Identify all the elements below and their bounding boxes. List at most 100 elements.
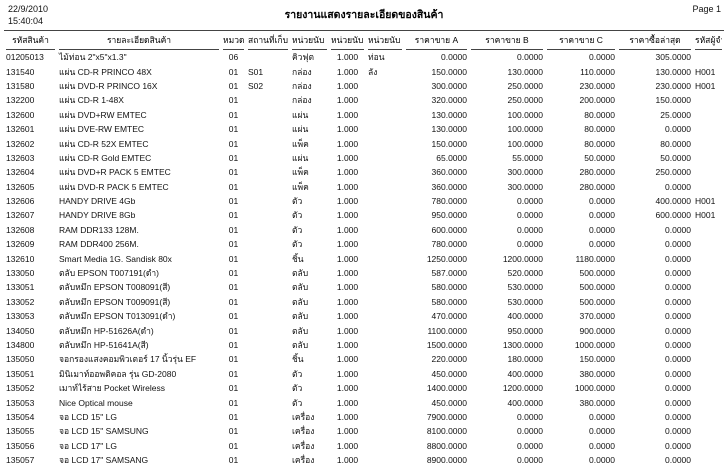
table-cell: 7900.0000 [426, 411, 467, 422]
table-cell: 1.000 [336, 296, 359, 307]
table-cell: 1.000 [336, 224, 359, 235]
table-cell: 01 [228, 325, 239, 336]
table-cell: ตัว [292, 383, 303, 394]
table-row: 132604 แผ่น DVD+R PACK 5 EMTEC 01 แพ็ค 1.000… [4, 165, 724, 179]
table-cell [366, 151, 404, 165]
table-cell: 300.0000 [431, 80, 467, 91]
table-cell: 135053 [6, 397, 35, 408]
table-cell [366, 453, 404, 467]
table-cell: 0.0000 [665, 239, 691, 250]
table-header: รหัสสินค้า รายละเอียดสินค้า หมวด สถานที่เก็… [4, 31, 724, 50]
table-cell: 01 [228, 124, 239, 135]
table-cell [693, 453, 724, 467]
table-cell: 1.000 [336, 282, 359, 293]
table-cell: 900.0000 [579, 325, 615, 336]
table-cell [693, 180, 724, 194]
table-cell: 0.0000 [589, 196, 615, 207]
table-cell [693, 395, 724, 409]
table-cell: 220.0000 [431, 354, 467, 365]
column-header: ราคาขาย B [469, 31, 545, 50]
table-cell [693, 352, 724, 366]
table-cell [246, 352, 290, 366]
table-cell [693, 439, 724, 453]
table-cell: 1.000 [336, 66, 359, 77]
table-cell: แผ่น DVD+R PACK 5 EMTEC [59, 167, 171, 178]
table-row: 135050 จอกรองแสงคอมพิวเตอร์ 17 นิ้วรุ่น E… [4, 352, 724, 366]
table-cell: 132604 [6, 167, 35, 178]
table-cell: 132607 [6, 210, 35, 221]
table-cell: ตัว [292, 210, 303, 221]
table-cell: 132602 [6, 138, 35, 149]
table-cell: 580.0000 [431, 296, 467, 307]
table-cell [246, 251, 290, 265]
table-cell: 400.0000 [655, 196, 691, 207]
table-cell: 01 [228, 253, 239, 264]
table-cell: ชิ้น [292, 354, 304, 365]
table-cell: Smart Media 1G. Sandisk 80x [59, 253, 172, 264]
table-cell: ตัว [292, 196, 303, 207]
table-cell: 400.0000 [507, 311, 543, 322]
table-cell: 01 [228, 383, 239, 394]
table-cell [246, 208, 290, 222]
table-cell: 0.0000 [665, 268, 691, 279]
column-header: รหัสผู้จำหน่าย [693, 31, 724, 50]
table-cell: H001 [695, 66, 716, 77]
table-cell: 132600 [6, 109, 35, 120]
table-cell [693, 223, 724, 237]
table-cell: แผ่น DVD-R PACK 5 EMTEC [59, 181, 169, 192]
table-cell: แผ่น [292, 109, 309, 120]
table-cell [246, 194, 290, 208]
column-header: รหัสสินค้า [4, 31, 57, 50]
table-cell: 100.0000 [507, 124, 543, 135]
table-cell: จอกรองแสงคอมพิวเตอร์ 17 นิ้วรุ่น EF [59, 354, 197, 365]
table-cell: 0.0000 [665, 181, 691, 192]
table-header-row: รหัสสินค้า รายละเอียดสินค้า หมวด สถานที่เก็… [4, 31, 724, 50]
table-cell: 132605 [6, 181, 35, 192]
table-row: 133052 ตลับหมึก EPSON T009091(สี) 01 ตลับ 1.… [4, 295, 724, 309]
table-cell [366, 309, 404, 323]
table-cell: 8100.0000 [426, 426, 467, 437]
table-cell: 65.0000 [436, 152, 467, 163]
column-header: สถานที่เก็บ [246, 31, 290, 50]
table-cell: 320.0000 [431, 95, 467, 106]
table-cell: 132601 [6, 124, 35, 135]
table-cell [246, 122, 290, 136]
table-cell: 950.0000 [431, 210, 467, 221]
table-cell: 500.0000 [579, 296, 615, 307]
table-cell: 133052 [6, 296, 35, 307]
table-cell: ท่อน [368, 52, 385, 63]
table-cell [693, 338, 724, 352]
table-cell: 01 [228, 152, 239, 163]
table-cell: 01 [228, 239, 239, 250]
table-cell: 133051 [6, 282, 35, 293]
table-cell: 230.0000 [655, 80, 691, 91]
table-cell: 0.0000 [589, 224, 615, 235]
table-cell: 01205013 [6, 52, 44, 63]
table-cell: 01 [228, 426, 239, 437]
table-cell: 0.0000 [589, 426, 615, 437]
table-cell: 0.0000 [517, 426, 543, 437]
table-cell: 135054 [6, 411, 35, 422]
table-row: 132603 แผ่น CD-R Gold EMTEC 01 แผ่น 1.000 65.… [4, 151, 724, 165]
table-cell: 135055 [6, 426, 35, 437]
table-cell: มินิเมาท์ออพติคอล รุ่น GD-2080 [59, 368, 177, 379]
table-cell: 250.0000 [507, 80, 543, 91]
table-cell [366, 266, 404, 280]
table-cell: แพ็ค [292, 167, 309, 178]
table-cell: ตลับหมึก EPSON T008091(สี) [59, 282, 171, 293]
table-cell [246, 180, 290, 194]
table-cell: 25.0000 [660, 109, 691, 120]
table-cell: แผ่น DVD+RW EMTEC [59, 109, 147, 120]
table-cell [366, 180, 404, 194]
table-cell: 01 [228, 311, 239, 322]
table-cell: 250.0000 [655, 167, 691, 178]
table-cell [366, 395, 404, 409]
table-cell: 0.0000 [517, 440, 543, 451]
table-cell: 135052 [6, 383, 35, 394]
table-cell [366, 194, 404, 208]
table-cell: 0.0000 [589, 455, 615, 466]
table-cell: ตลับ EPSON T007191(ดำ) [59, 268, 159, 279]
table-cell: ตลับ [292, 340, 309, 350]
column-header: ราคาซื้อล่าสุด [617, 31, 693, 50]
table-cell [693, 424, 724, 438]
